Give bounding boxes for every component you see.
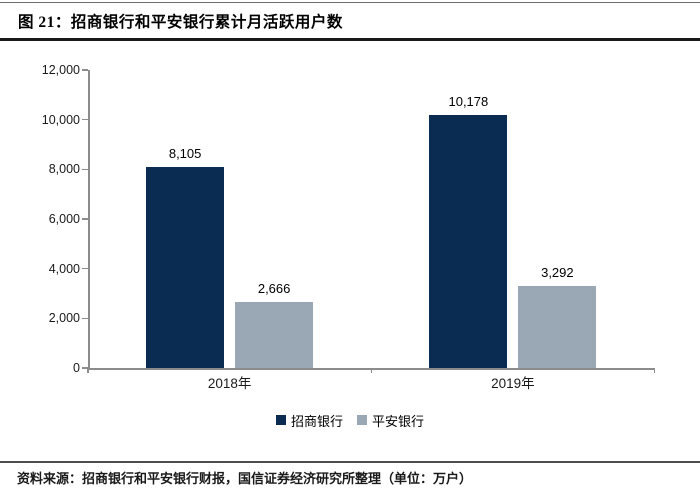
legend-swatch	[275, 415, 286, 425]
y-axis-tick-label: 4,000	[48, 261, 80, 276]
bar-value-label: 2,666	[257, 280, 291, 296]
x-axis-category-label: 2019年	[491, 376, 535, 391]
bar	[518, 286, 597, 368]
y-axis-tick-label: 8,000	[48, 162, 80, 177]
top-rule	[0, 2, 700, 3]
y-axis-tick-label: 6,000	[48, 212, 80, 226]
bar-value-label: 8,105	[168, 145, 202, 161]
bar	[146, 166, 225, 368]
y-axis-tick	[82, 367, 88, 369]
legend-label: 招商银行	[290, 413, 343, 429]
legend-label: 平安银行	[372, 413, 425, 429]
y-axis-tick	[82, 267, 88, 270]
bar-value-label: 10,178	[448, 94, 489, 110]
source-rule	[0, 461, 700, 463]
y-axis-tick-label: 2,000	[48, 311, 80, 326]
x-axis-tick	[370, 368, 372, 373]
y-axis-tick	[82, 168, 88, 171]
legend-swatch	[357, 415, 367, 425]
y-axis-tick-label: 10,000	[41, 112, 80, 127]
figure-title: 图 21：招商银行和平安银行累计月活跃用户数	[18, 14, 343, 31]
legend-item: 平安银行	[357, 411, 424, 430]
x-axis-category-label: 2018年	[207, 376, 252, 391]
source-note: 资料来源：招商银行和平安银行财报，国信证券经济研究所整理（单位：万户）	[17, 471, 473, 486]
legend-item: 招商银行	[275, 411, 343, 430]
bar	[429, 115, 508, 368]
y-axis-tick	[82, 317, 88, 320]
x-axis-tick	[653, 368, 656, 373]
bar	[235, 301, 314, 368]
y-axis-line	[88, 70, 90, 369]
y-axis-tick	[82, 218, 88, 220]
bar-value-label: 3,292	[541, 265, 574, 281]
y-axis-tick	[82, 69, 88, 71]
y-axis-tick-label: 12,000	[41, 63, 80, 77]
y-axis-tick	[82, 118, 88, 121]
x-axis-tick	[87, 368, 89, 373]
chart-legend: 招商银行 平安银行	[0, 411, 700, 429]
title-underline-rule	[0, 38, 700, 41]
y-axis-tick-label: 0	[73, 361, 80, 375]
